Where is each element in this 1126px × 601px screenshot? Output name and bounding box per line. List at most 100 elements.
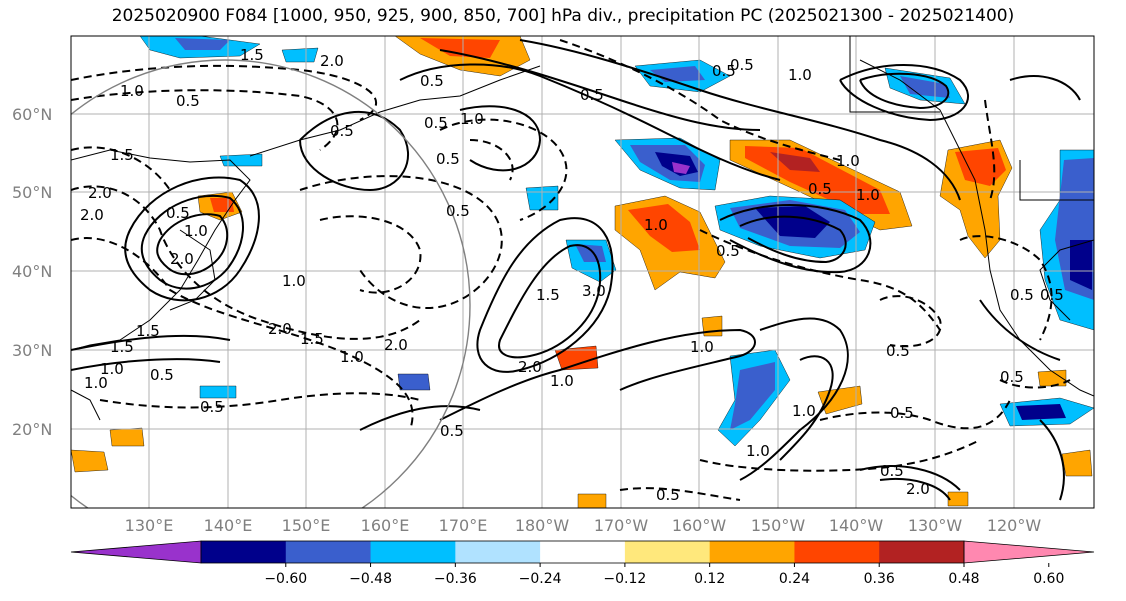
shade-orange-se2 xyxy=(1037,369,1067,387)
shade-blue-small4 xyxy=(199,385,237,399)
shade-blue-small1 xyxy=(219,153,263,167)
contour-label: 0.5 xyxy=(886,342,910,360)
colorbar-extend-max xyxy=(963,540,1095,564)
lat-label: 60°N xyxy=(12,105,52,124)
contour-label: 3.0 xyxy=(582,282,606,300)
shade-navy-topleft xyxy=(175,38,230,50)
lon-label: 160°E xyxy=(361,516,410,535)
contour-label: 0.5 xyxy=(656,486,680,504)
lat-label: 30°N xyxy=(12,341,52,360)
lon-label: 160°W xyxy=(672,516,727,535)
contour-label: 2.0 xyxy=(80,206,104,224)
lon-label: 140°E xyxy=(204,516,253,535)
contour-label: 0.5 xyxy=(1000,368,1024,386)
shade-red-jpn xyxy=(210,198,234,212)
contour-label: 1.0 xyxy=(84,374,108,392)
contour-label: 2.0 xyxy=(268,320,292,338)
contour-label: 1.5 xyxy=(136,322,160,340)
colorbar-swatch xyxy=(624,541,711,563)
contour-label: 1.5 xyxy=(110,146,134,164)
contour-label: 1.0 xyxy=(184,222,208,240)
contour-label: 0.5 xyxy=(424,114,448,132)
contour-label: 0.5 xyxy=(176,92,200,110)
lat-labels: 60°N 50°N 40°N 30°N 20°N xyxy=(12,105,52,439)
lon-label: 170°W xyxy=(594,516,649,535)
map-area: 1.5 2.0 1.0 0.5 0.5 1.5 2.0 2.0 0.5 1.0 … xyxy=(71,36,1094,508)
contour-label: 0.5 xyxy=(580,86,604,104)
colorbar-swatch xyxy=(201,541,287,563)
shade-orange-small6 xyxy=(577,493,607,508)
colorbar-swatch xyxy=(370,541,456,563)
contour-label: 2.0 xyxy=(518,358,542,376)
colorbar-swatch xyxy=(540,541,626,563)
contour-label: 0.5 xyxy=(880,462,904,480)
shade-red-mid xyxy=(628,204,700,252)
highlight-circle xyxy=(71,59,471,508)
contour-label: 2.0 xyxy=(88,184,112,202)
shade-orange-small7 xyxy=(947,491,969,507)
chart-title: 2025020900 F084 [1000, 950, 925, 900, 85… xyxy=(111,6,1015,26)
colorbar-tick-label: −0.60 xyxy=(264,571,307,587)
contour-label: 0.5 xyxy=(890,404,914,422)
contour-label: 0.5 xyxy=(716,242,740,260)
lon-label: 150°E xyxy=(282,516,331,535)
contour-label: 1.5 xyxy=(536,286,560,304)
contour-label: 2.0 xyxy=(906,480,930,498)
contour-labels: 1.5 2.0 1.0 0.5 0.5 1.5 2.0 2.0 0.5 1.0 … xyxy=(80,46,1064,504)
contour-label: 0.5 xyxy=(150,366,174,384)
lon-label: 170°E xyxy=(439,516,488,535)
contour-label: 1.0 xyxy=(690,338,714,356)
shade-darknavy-east xyxy=(1070,240,1092,290)
contour-label: 0.5 xyxy=(166,204,190,222)
contour-label: 1.5 xyxy=(110,338,134,356)
shade-blue-top2 xyxy=(281,47,319,63)
colorbar-extend-min xyxy=(70,540,202,564)
lon-label: 150°W xyxy=(751,516,806,535)
contour-label: 1.5 xyxy=(300,330,324,348)
contour-label: 0.5 xyxy=(420,72,444,90)
lon-labels: 130°E 140°E 150°E 160°E 170°E 180°W 170°… xyxy=(125,516,1042,535)
lon-label: 130°E xyxy=(125,516,174,535)
colorbar-swatch xyxy=(455,541,541,563)
contour-label: 2.0 xyxy=(170,250,194,268)
shade-orange-se3 xyxy=(1061,449,1093,477)
colorbar-swatch xyxy=(794,541,880,563)
colorbar-tick-label: 0.60 xyxy=(1033,571,1064,587)
contour-label: 1.0 xyxy=(746,442,770,460)
shade-darkred-ne xyxy=(770,152,820,172)
contour-label: 1.0 xyxy=(282,272,306,290)
contour-label: 1.0 xyxy=(792,402,816,420)
contour-label: 0.5 xyxy=(200,398,224,416)
contour-label: 0.5 xyxy=(808,180,832,198)
colorbar-swatch xyxy=(709,541,795,563)
contour-label: 2.0 xyxy=(384,336,408,354)
colorbar-tick-label: 0.36 xyxy=(864,571,895,587)
colorbar-tick-label: 0.12 xyxy=(694,571,725,587)
contour-label: 0.5 xyxy=(1010,286,1034,304)
lon-label: 140°W xyxy=(829,516,884,535)
colorbar-tick-label: −0.12 xyxy=(603,571,646,587)
contour-label: 0.5 xyxy=(712,62,736,80)
shade-navy-se xyxy=(1016,404,1066,420)
shade-blue-small5 xyxy=(397,373,431,391)
lat-label: 40°N xyxy=(12,262,52,281)
contour-label: 0.5 xyxy=(730,56,754,74)
shade-orange-sw3 xyxy=(109,427,145,447)
graticule xyxy=(71,36,1094,508)
colorbar-tick-label: −0.24 xyxy=(519,571,562,587)
contour-label: 0.5 xyxy=(436,150,460,168)
contour-label: 1.0 xyxy=(788,66,812,84)
shade-purple-nw-pacific xyxy=(672,162,690,174)
shade-navy-sw xyxy=(730,362,775,430)
contour-label: 1.0 xyxy=(460,110,484,128)
contour-label: 1.5 xyxy=(240,46,264,64)
colorbar-swatch xyxy=(285,541,372,563)
colorbar-tick-label: 0.48 xyxy=(948,571,979,587)
shade-red-ne xyxy=(745,146,890,214)
lat-label: 20°N xyxy=(12,420,52,439)
lat-label: 50°N xyxy=(12,183,52,202)
lon-label: 120°W xyxy=(987,516,1042,535)
shade-red-top xyxy=(420,38,500,58)
shade-navy-small2 xyxy=(575,244,606,262)
